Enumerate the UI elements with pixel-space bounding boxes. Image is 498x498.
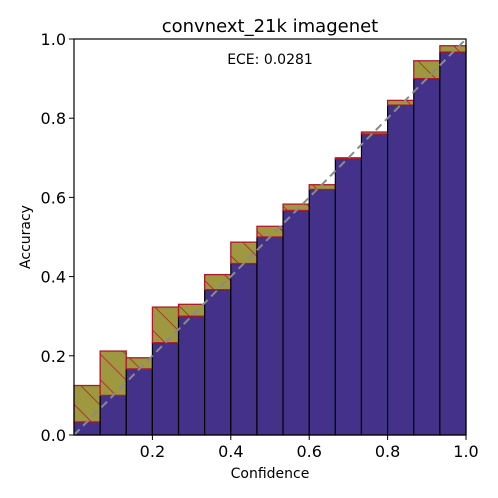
accuracy-bar bbox=[73, 421, 101, 436]
y-axis: 0.0 0.2 0.4 0.6 0.8 1.0 bbox=[41, 30, 74, 445]
x-tick-label: 0.8 bbox=[375, 442, 400, 461]
plot-frame bbox=[73, 38, 467, 436]
y-tick-label: 1.0 bbox=[41, 30, 66, 49]
gap-hatch bbox=[152, 307, 179, 343]
accuracy-bar bbox=[256, 236, 284, 436]
perfect-calibration-line bbox=[73, 38, 467, 436]
y-tick-label: 0.0 bbox=[41, 426, 66, 445]
gap-hatch bbox=[413, 60, 440, 79]
y-tick-label: 0.8 bbox=[41, 109, 66, 128]
y-tick-label: 0.2 bbox=[41, 347, 66, 366]
accuracy-bar bbox=[387, 104, 415, 436]
gap-hatch bbox=[100, 351, 127, 396]
gap-hatch bbox=[256, 226, 284, 237]
gap-hatch bbox=[361, 132, 388, 135]
x-axis: 0.2 0.4 0.6 0.8 1.0 bbox=[140, 435, 479, 461]
x-axis-label: Confidence bbox=[231, 466, 310, 482]
gap-hatch bbox=[230, 242, 257, 264]
gap-hatch bbox=[439, 45, 466, 53]
accuracy-bar bbox=[334, 158, 363, 436]
gap-hatch bbox=[178, 304, 205, 317]
accuracy-bar bbox=[204, 289, 232, 436]
gap-hatch bbox=[74, 385, 101, 422]
x-tick-label: 0.2 bbox=[140, 442, 165, 461]
accuracy-bar bbox=[439, 51, 467, 436]
accuracy-bar bbox=[413, 77, 441, 436]
gap-hatch bbox=[387, 100, 414, 106]
gap-hatch bbox=[204, 274, 231, 290]
accuracy-bar bbox=[282, 209, 310, 436]
x-tick-label: 0.6 bbox=[296, 442, 321, 461]
accuracy-bar bbox=[230, 262, 258, 436]
x-tick-label: 1.0 bbox=[453, 442, 478, 461]
ece-annotation: ECE: 0.0281 bbox=[227, 52, 313, 68]
gap-hatch bbox=[126, 357, 153, 369]
gap-hatch bbox=[309, 184, 336, 190]
chart-title: convnext_21k imagenet bbox=[162, 16, 379, 37]
gap-hatch bbox=[283, 204, 310, 211]
accuracy-bar bbox=[151, 342, 180, 436]
y-axis-label: Accuracy bbox=[18, 205, 34, 269]
accuracy-bar bbox=[177, 315, 206, 436]
y-tick-label: 0.4 bbox=[41, 268, 66, 287]
gap-hatch bbox=[335, 157, 362, 159]
x-tick-label: 0.4 bbox=[218, 442, 243, 461]
accuracy-bar bbox=[360, 133, 389, 436]
accuracy-bar bbox=[99, 394, 127, 436]
accuracy-bar bbox=[308, 188, 336, 436]
y-tick-label: 0.6 bbox=[41, 188, 66, 207]
